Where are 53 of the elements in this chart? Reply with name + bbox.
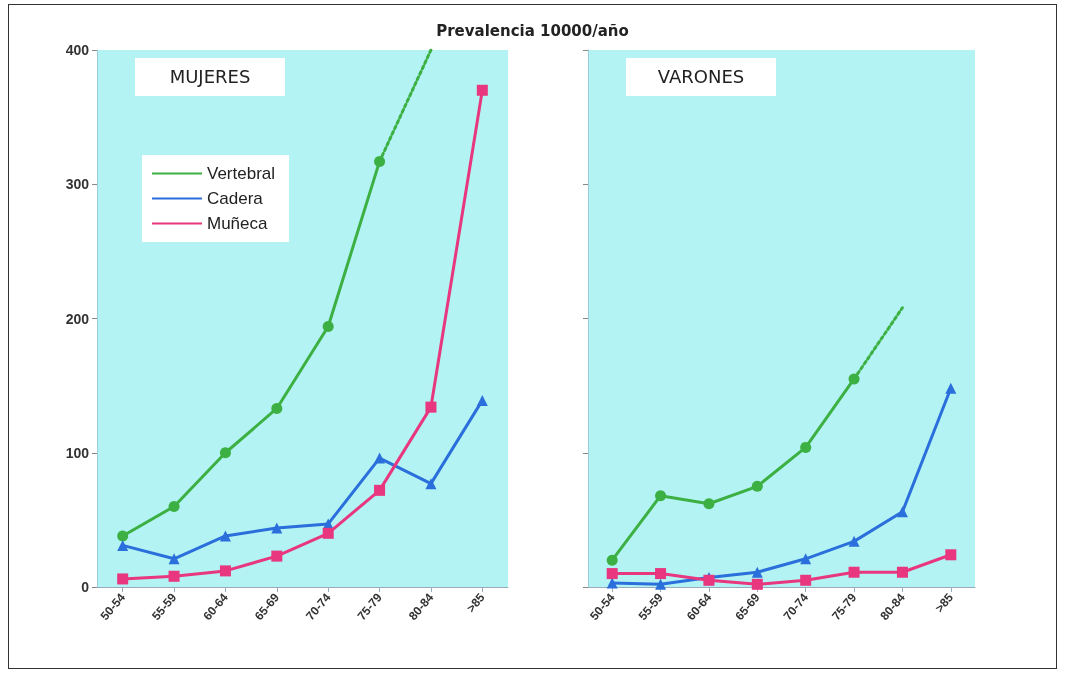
point <box>219 530 231 542</box>
point <box>655 568 667 580</box>
point <box>945 549 957 561</box>
point <box>219 565 231 577</box>
y-tick-label: 400 <box>65 42 90 58</box>
text: MUJERES <box>168 66 252 87</box>
point <box>476 84 488 96</box>
point <box>896 506 908 518</box>
point <box>322 321 334 333</box>
chart-title: Prevalencia 10000/año <box>435 22 630 40</box>
point <box>374 484 386 496</box>
point <box>271 522 283 534</box>
point <box>271 550 283 562</box>
point <box>945 382 957 394</box>
point <box>751 578 763 590</box>
text: VARONES <box>656 66 746 87</box>
x-tick-label: >85 <box>932 590 957 616</box>
point <box>800 441 812 453</box>
point <box>848 535 860 547</box>
point <box>655 490 667 502</box>
point <box>374 452 386 464</box>
point <box>219 447 231 459</box>
point <box>800 574 812 586</box>
point <box>606 568 618 580</box>
point <box>751 480 763 492</box>
legend-label: Vertebral <box>207 164 276 183</box>
x-tick-label: >85 <box>463 590 488 616</box>
point <box>168 570 180 582</box>
point <box>606 554 618 566</box>
point <box>271 402 283 414</box>
point <box>655 578 667 590</box>
point <box>848 373 860 385</box>
y-tick-label: 0 <box>81 579 90 595</box>
point <box>703 498 715 510</box>
y-tick-label: 300 <box>65 176 90 193</box>
point <box>322 527 334 539</box>
point <box>896 566 908 578</box>
legend-label: Cadera <box>207 189 264 208</box>
point <box>117 530 129 542</box>
point <box>476 394 488 406</box>
point <box>848 566 860 578</box>
point <box>374 155 386 167</box>
y-tick-label: 100 <box>65 444 90 461</box>
point <box>800 553 812 565</box>
point <box>425 478 437 490</box>
point <box>425 401 437 413</box>
point <box>117 539 129 551</box>
point <box>117 573 129 585</box>
point <box>168 500 180 512</box>
legend-label: Muñeca <box>207 214 269 233</box>
point <box>751 566 763 578</box>
y-tick-label: 200 <box>65 310 90 327</box>
point <box>168 553 180 565</box>
